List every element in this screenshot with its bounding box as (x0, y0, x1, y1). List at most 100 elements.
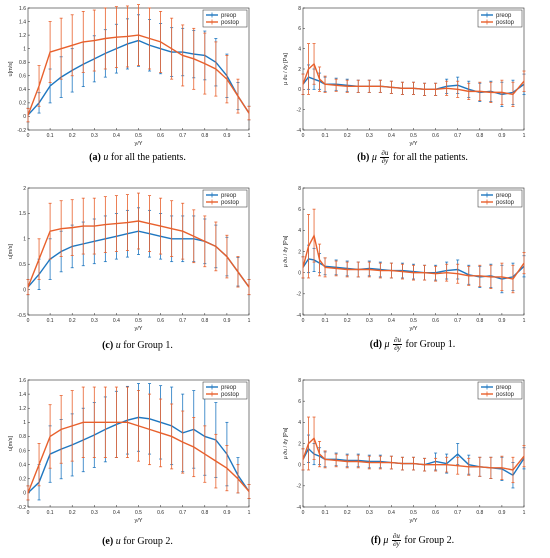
legend-box (477, 9, 523, 28)
x-tick-label: 0 (27, 133, 30, 139)
x-tick-label: 0.2 (69, 133, 76, 139)
caption-f-label: (f) (370, 534, 381, 546)
legend-label: preop (496, 13, 512, 19)
chart-b: 0 0.1 0.2 0.3 0.4 0.5 0.6 0.7 0.8 0.9 1 -4 -2 0 2 4 6 8 y/… (283, 6, 526, 147)
legend-box (202, 381, 248, 400)
series-postop (301, 416, 526, 484)
series-postop (26, 4, 251, 123)
caption-d-den: ∂y (394, 344, 401, 352)
caption-f-den: ∂y (393, 540, 400, 548)
x-axis-label: y/Y (410, 141, 418, 147)
x-tick-label: 0.4 (113, 133, 120, 139)
y-tick-label: 2 (298, 67, 301, 73)
x-tick-label: 0.6 (157, 318, 164, 324)
series-postop (301, 43, 526, 108)
x-axis-label: y/Y (135, 141, 143, 147)
chart-panel-a: 0 0.1 0.2 0.3 0.4 0.5 0.6 0.7 0.8 0.9 1 -0.2 0 0.2 0.4… (0, 0, 275, 150)
caption-b: (b) μ ∂u ∂y for all the patients. (275, 150, 550, 165)
x-tick-label: 0.3 (366, 318, 373, 324)
x-tick-label: 0.1 (47, 510, 54, 516)
x-tick-label: 0.2 (344, 510, 351, 516)
y-tick-label: 1.5 (19, 211, 26, 217)
x-tick-label: 0.4 (113, 318, 120, 324)
caption-c-text: for Group 1. (123, 340, 173, 351)
x-tick-label: 0.3 (91, 510, 98, 516)
x-tick-label: 0.2 (344, 133, 351, 139)
chart-panel-c: 0 0.1 0.2 0.3 0.4 0.5 0.6 0.7 0.8 0.9 1 -0.5 0 0.5 1 1.… (0, 180, 275, 335)
x-tick-label: 0.4 (113, 510, 120, 516)
x-tick-label: 0.6 (432, 318, 439, 324)
y-tick-label: 1.6 (19, 378, 26, 384)
x-tick-label: 0.9 (498, 133, 505, 139)
y-tick-label: 0.2 (19, 477, 26, 483)
y-tick-label: 1 (23, 420, 26, 426)
legend-box (202, 189, 248, 208)
y-tick-label: 0.8 (19, 434, 26, 440)
y-tick-label: 0 (298, 87, 301, 93)
y-tick-label: 0.4 (19, 462, 26, 468)
y-tick-label: -2 (297, 484, 302, 490)
y-axis-label: u[m/s] (8, 436, 14, 451)
x-tick-label: 0.1 (322, 510, 329, 516)
y-axis-label: u[m/s] (8, 61, 14, 76)
x-tick-label: 0.7 (454, 318, 461, 324)
series-postop (26, 192, 251, 296)
legend-label: preop (221, 13, 237, 19)
x-tick-label: 0 (27, 318, 30, 324)
y-tick-label: 1.6 (19, 6, 26, 12)
x-tick-label: 0.7 (179, 133, 186, 139)
y-tick-label: -0.2 (17, 128, 26, 134)
chart-d: 0 0.1 0.2 0.3 0.4 0.5 0.6 0.7 0.8 0.9 1 -4 -2 0 2 4 6 8 y/… (283, 186, 526, 332)
x-tick-label: 0 (302, 318, 305, 324)
y-tick-label: 0 (298, 462, 301, 468)
x-tick-label: 1 (248, 318, 251, 324)
caption-b-text: for all the patients. (392, 151, 468, 163)
x-tick-label: 1 (523, 318, 526, 324)
y-tick-label: 1.4 (19, 392, 26, 398)
x-tick-label: 0.3 (366, 510, 373, 516)
y-tick-label: 1 (23, 46, 26, 52)
y-tick-label: 0 (23, 287, 26, 293)
x-tick-label: 0.9 (223, 133, 230, 139)
caption-b-den: ∂y (381, 157, 389, 165)
legend-box (477, 189, 523, 208)
caption-d-num: ∂u (393, 336, 402, 345)
x-tick-label: 0.3 (91, 318, 98, 324)
y-tick-label: -4 (297, 505, 302, 511)
caption-d-label: (d) (369, 338, 382, 350)
y-tick-label: -2 (297, 292, 302, 298)
x-tick-label: 0.8 (476, 318, 483, 324)
caption-f-text: for Group 2. (404, 534, 455, 546)
x-tick-label: 0.2 (344, 318, 351, 324)
legend-label: preop (221, 385, 237, 391)
plot-area (302, 187, 525, 316)
chart-panel-e: 0 0.1 0.2 0.3 0.4 0.5 0.6 0.7 0.8 0.9 1 -0.2 0 0.2 0.4… (0, 372, 275, 527)
y-tick-label: -2 (297, 107, 302, 113)
legend-label: postop (496, 200, 515, 206)
chart-panel-b: 0 0.1 0.2 0.3 0.4 0.5 0.6 0.7 0.8 0.9 1 -4 -2 0 2 4 6 8 y/… (275, 0, 550, 150)
y-tick-label: 2 (23, 186, 26, 192)
x-tick-label: 0 (27, 510, 30, 516)
y-tick-label: 1.2 (19, 406, 26, 412)
x-tick-label: 0 (302, 133, 305, 139)
x-tick-label: 0.1 (322, 133, 329, 139)
y-tick-label: 6 (298, 207, 301, 213)
y-axis-label: μ ∂u / ∂y [Pa] (283, 235, 289, 267)
x-tick-label: 0.2 (69, 318, 76, 324)
x-tick-label: 0.5 (135, 133, 142, 139)
caption-b-label: (b) (357, 151, 370, 163)
caption-e-var: u (115, 536, 121, 547)
y-tick-label: -0.5 (17, 313, 26, 319)
y-tick-label: 0.4 (19, 87, 26, 93)
legend-box (202, 9, 248, 28)
x-tick-label: 0.4 (388, 318, 395, 324)
caption-f-num: ∂u (391, 532, 401, 541)
x-axis-label: y/Y (135, 518, 143, 524)
x-tick-label: 1 (523, 510, 526, 516)
series-line (27, 421, 250, 494)
caption-e: (e) u for Group 2. (0, 536, 275, 547)
legend-label: preop (496, 385, 512, 391)
y-tick-label: 1.2 (19, 33, 26, 39)
caption-d-var: μ (384, 338, 390, 350)
